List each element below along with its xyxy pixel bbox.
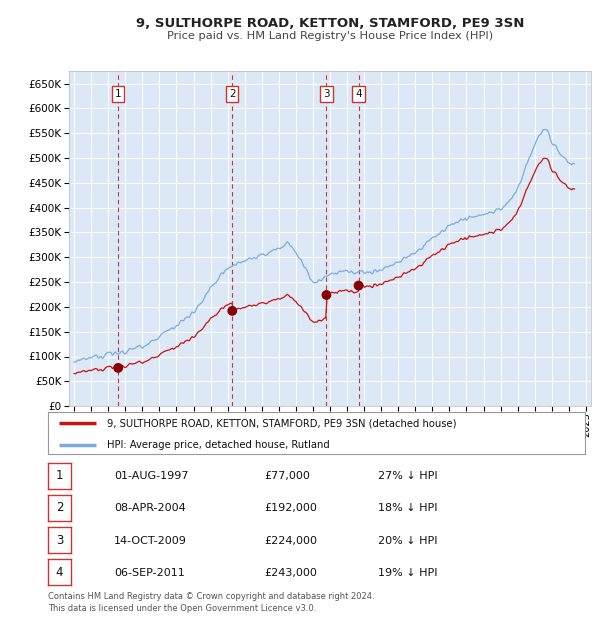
Text: 9, SULTHORPE ROAD, KETTON, STAMFORD, PE9 3SN (detached house): 9, SULTHORPE ROAD, KETTON, STAMFORD, PE9… xyxy=(107,418,457,428)
Text: Price paid vs. HM Land Registry's House Price Index (HPI): Price paid vs. HM Land Registry's House … xyxy=(167,31,493,41)
Text: 1: 1 xyxy=(115,89,121,99)
Text: 3: 3 xyxy=(56,534,63,546)
Point xyxy=(227,306,237,316)
Text: 14-OCT-2009: 14-OCT-2009 xyxy=(114,536,187,546)
Point xyxy=(354,281,364,291)
Text: 4: 4 xyxy=(355,89,362,99)
Text: £77,000: £77,000 xyxy=(264,471,310,481)
Text: £224,000: £224,000 xyxy=(264,536,317,546)
Text: 2: 2 xyxy=(229,89,236,99)
Text: 18% ↓ HPI: 18% ↓ HPI xyxy=(378,503,437,513)
Point xyxy=(113,363,123,373)
Text: 06-SEP-2011: 06-SEP-2011 xyxy=(114,568,185,578)
Text: £192,000: £192,000 xyxy=(264,503,317,513)
Text: HPI: Average price, detached house, Rutland: HPI: Average price, detached house, Rutl… xyxy=(107,440,330,450)
Text: 01-AUG-1997: 01-AUG-1997 xyxy=(114,471,188,481)
Text: 19% ↓ HPI: 19% ↓ HPI xyxy=(378,568,437,578)
Text: 1: 1 xyxy=(56,469,63,482)
Point xyxy=(322,290,331,300)
Text: 27% ↓ HPI: 27% ↓ HPI xyxy=(378,471,437,481)
Text: 2: 2 xyxy=(56,502,63,514)
Text: £243,000: £243,000 xyxy=(264,568,317,578)
Text: Contains HM Land Registry data © Crown copyright and database right 2024.
This d: Contains HM Land Registry data © Crown c… xyxy=(48,592,374,613)
Text: 3: 3 xyxy=(323,89,330,99)
Text: 4: 4 xyxy=(56,566,63,578)
Text: 08-APR-2004: 08-APR-2004 xyxy=(114,503,186,513)
Text: 20% ↓ HPI: 20% ↓ HPI xyxy=(378,536,437,546)
Text: 9, SULTHORPE ROAD, KETTON, STAMFORD, PE9 3SN: 9, SULTHORPE ROAD, KETTON, STAMFORD, PE9… xyxy=(136,17,524,30)
